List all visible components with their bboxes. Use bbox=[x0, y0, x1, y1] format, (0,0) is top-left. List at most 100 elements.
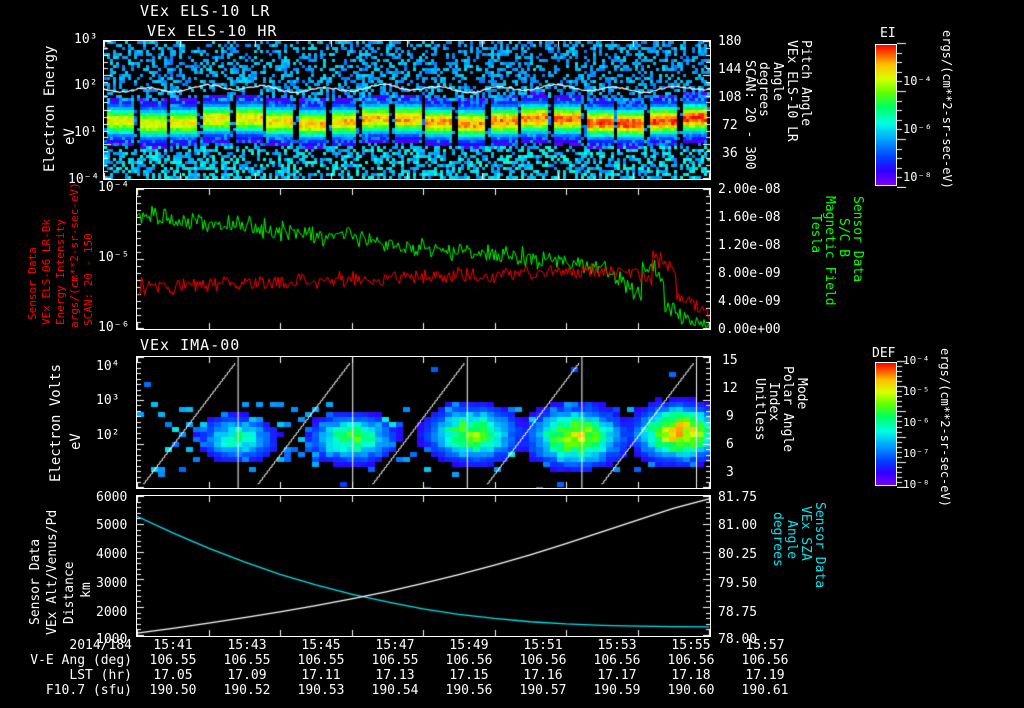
table-cell: 106.55 bbox=[297, 653, 345, 668]
colorbar1-unit: ergs/(cm**2-sr-sec-eV) bbox=[940, 30, 954, 189]
table-cell: 15:43 bbox=[227, 638, 267, 653]
altitude-sza-panel bbox=[136, 495, 711, 637]
table-cell: 190.54 bbox=[371, 683, 419, 698]
panel4-right-label-sza: VEx SZA bbox=[798, 506, 813, 561]
panel4-ytick-5000: 5000 bbox=[96, 518, 128, 533]
table-cell: 190.57 bbox=[519, 683, 567, 698]
panel3-y-axis-unit: eV bbox=[68, 433, 84, 450]
panel4-left-label-alt: VEx Alt/Venus/Pd bbox=[45, 509, 60, 635]
colorbar3-tick-2: 10⁻⁵ bbox=[903, 385, 930, 398]
panel4-rtick-2: 80.25 bbox=[718, 547, 758, 562]
panel3-right-label-unitless: Unitless bbox=[752, 378, 767, 441]
table-cell: 17.15 bbox=[449, 668, 489, 683]
colorbar3-tick-1: 10⁻⁴ bbox=[903, 354, 930, 367]
table-cell: 106.56 bbox=[667, 653, 715, 668]
table-cell: 106.56 bbox=[741, 653, 789, 668]
panel2-left-label-units: args/(cm**2-sr-sec-eV) bbox=[68, 182, 81, 328]
panel2-left-label-quantity: Energy Intensity bbox=[54, 219, 67, 325]
panel4-left-label-sensor: Sensor Data bbox=[28, 538, 43, 625]
panel2-rtick-3: 8.00e-09 bbox=[718, 266, 781, 281]
table-cell: 190.53 bbox=[297, 683, 345, 698]
panel3-right-label-polar: Polar Angle bbox=[780, 366, 795, 453]
row-f107: F10.7 (sfu) 190.50 190.52 190.53 190.54 190.5… bbox=[10, 683, 802, 698]
table-cell: 15:55 bbox=[671, 638, 711, 653]
panel2-left-label-scan: SCAN: 20 - 150 bbox=[82, 233, 95, 326]
table-cell: 190.56 bbox=[445, 683, 493, 698]
panel1-right-label-angle: Angle bbox=[770, 62, 785, 102]
panel1-rtick-72: 72 bbox=[722, 118, 738, 133]
table-cell: 17.13 bbox=[375, 668, 415, 683]
panel1-rtick-108: 108 bbox=[718, 90, 742, 105]
colorbar3-tick-4: 10⁻⁷ bbox=[903, 447, 930, 460]
table-cell: 15:47 bbox=[375, 638, 415, 653]
row-ve-ang: V-E Ang (deg) 106.55 106.55 106.55 106.55 106… bbox=[10, 653, 802, 668]
panel2-rtick-0: 2.00e-08 bbox=[718, 182, 781, 197]
colorbar1-tick-1: 10⁻⁴ bbox=[903, 74, 932, 88]
colorbar3-ticks bbox=[897, 360, 909, 488]
table-cell: 17.17 bbox=[597, 668, 637, 683]
table-cell: 17.16 bbox=[523, 668, 563, 683]
table-cell: 106.56 bbox=[519, 653, 567, 668]
colorbar1-ticks bbox=[897, 42, 909, 188]
table-cell: 106.55 bbox=[223, 653, 271, 668]
table-cell: 15:57 bbox=[745, 638, 785, 653]
table-cell: 190.60 bbox=[667, 683, 715, 698]
table-cell: 190.61 bbox=[741, 683, 789, 698]
table-cell: 17.18 bbox=[671, 668, 711, 683]
table-cell: 190.50 bbox=[149, 683, 197, 698]
panel1-ytick-bottom: 10⁻⁴ bbox=[68, 172, 100, 187]
panel4-left-label-distance: Distance bbox=[62, 561, 77, 624]
panel4-rtick-0: 81.75 bbox=[718, 490, 758, 505]
table-cell: 106.56 bbox=[445, 653, 493, 668]
electron-energy-spectrogram-panel bbox=[103, 40, 711, 180]
table-cell: 190.59 bbox=[593, 683, 641, 698]
panel2-rtick-4: 4.00e-09 bbox=[718, 294, 781, 309]
panel3-rtick-9: 9 bbox=[726, 409, 734, 424]
table-cell: 17.11 bbox=[301, 668, 341, 683]
panel2-right-label-magfield: Magnetic Field bbox=[822, 196, 837, 306]
panel2-left-label-instrument: VEx ELS-06 LR-Bk bbox=[40, 219, 53, 325]
line-chart-canvas-4 bbox=[137, 496, 710, 636]
table-cell: 17.09 bbox=[227, 668, 267, 683]
panel3-ytick-10k: 10⁴ bbox=[96, 359, 120, 374]
table-cell: 106.55 bbox=[371, 653, 419, 668]
panel1-ytick-100: 10² bbox=[74, 78, 98, 93]
table-cell: 17.05 bbox=[153, 668, 193, 683]
row-lst: LST (hr) 17.05 17.09 17.11 17.13 17.15 17.16 17… bbox=[10, 668, 802, 683]
panel4-ytick-2000: 2000 bbox=[96, 605, 128, 620]
panel1-ytick-1000: 10³ bbox=[74, 32, 98, 47]
panel1-right-label-pitch-angle: Pitch Angle bbox=[798, 40, 813, 127]
panel2-rtick-2: 1.20e-08 bbox=[718, 238, 781, 253]
panel1-y-axis-label: Electron Energy bbox=[42, 45, 58, 172]
colorbar3-tick-5: 10⁻⁸ bbox=[903, 478, 930, 491]
panel3-ytick-1k: 10³ bbox=[96, 393, 120, 408]
table-row-label: LST (hr) bbox=[69, 668, 132, 683]
table-cell: 190.52 bbox=[223, 683, 271, 698]
spectrogram-canvas-3 bbox=[137, 357, 710, 488]
table-cell: 17.19 bbox=[745, 668, 785, 683]
bottom-parameter-table: 2014/184 15:41 15:43 15:45 15:47 15:49 15:51 15… bbox=[10, 638, 802, 698]
panel1-title-hr: VEx ELS-10 HR bbox=[147, 22, 278, 40]
table-row-label: F10.7 (sfu) bbox=[45, 683, 132, 698]
table-cell: 15:41 bbox=[153, 638, 193, 653]
panel2-right-label-sensor: Sensor Data bbox=[850, 196, 865, 283]
panel4-ytick-4000: 4000 bbox=[96, 547, 128, 562]
panel3-y-axis-label: Electron Volts bbox=[48, 363, 64, 482]
panel1-rtick-36: 36 bbox=[722, 146, 738, 161]
panel3-right-label-mode: Mode bbox=[794, 378, 809, 410]
panel2-right-label-scb: S/C B bbox=[836, 218, 851, 258]
panel4-right-label-sensor: Sensor Data bbox=[812, 502, 827, 589]
panel4-rtick-4: 78.75 bbox=[718, 605, 758, 620]
panel1-ytick-10: 10¹ bbox=[74, 125, 98, 140]
table-cell: 15:53 bbox=[597, 638, 637, 653]
panel4-rtick-3: 79.50 bbox=[718, 576, 758, 591]
panel2-left-label-sensor: Sensor Data bbox=[26, 247, 39, 320]
panel3-title: VEx IMA-00 bbox=[140, 336, 241, 354]
spectrogram-canvas-1 bbox=[104, 41, 710, 179]
colorbar3-gradient bbox=[875, 362, 897, 486]
panel3-rtick-15: 15 bbox=[722, 353, 738, 368]
panel4-right-label-angle: Angle bbox=[784, 520, 799, 560]
panel4-rtick-1: 81.00 bbox=[718, 518, 758, 533]
line-chart-canvas-2 bbox=[137, 189, 710, 329]
table-cell: 15:45 bbox=[301, 638, 341, 653]
